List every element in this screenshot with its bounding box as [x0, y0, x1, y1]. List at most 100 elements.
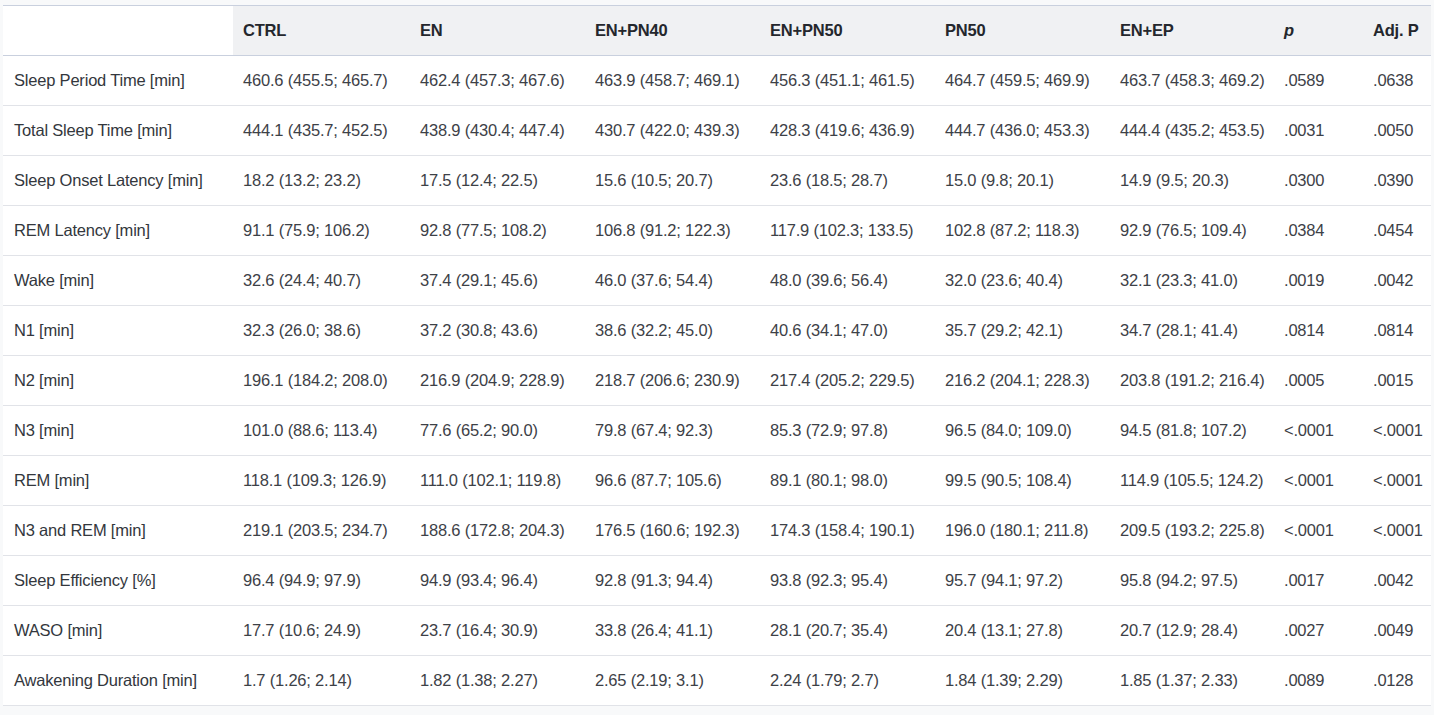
- cell-value-pn50: 102.8 (87.2; 118.3): [935, 206, 1110, 256]
- adj-p-value: .0015: [1363, 356, 1431, 406]
- cell-value-en-pn50: 48.0 (39.6; 56.4): [760, 256, 935, 306]
- cell-value-pn50: 96.5 (84.0; 109.0): [935, 406, 1110, 456]
- cell-value-en-pn40: 106.8 (91.2; 122.3): [585, 206, 760, 256]
- p-value: .0300: [1274, 156, 1363, 206]
- cell-value-en: 94.9 (93.4; 96.4): [410, 556, 585, 606]
- table-row: Wake [min]32.6 (24.4; 40.7)37.4 (29.1; 4…: [3, 256, 1431, 306]
- cell-value-en-ep: 14.9 (9.5; 20.3): [1110, 156, 1274, 206]
- p-value: .0027: [1274, 606, 1363, 656]
- cell-value-en-ep: 444.4 (435.2; 453.5): [1110, 106, 1274, 156]
- row-label: Total Sleep Time [min]: [3, 106, 233, 156]
- table-row: N1 [min]32.3 (26.0; 38.6)37.2 (30.8; 43.…: [3, 306, 1431, 356]
- column-header-en-pn50: EN+PN50: [760, 6, 935, 56]
- p-value: .0031: [1274, 106, 1363, 156]
- adj-p-value: .0128: [1363, 656, 1431, 706]
- cell-value-en: 37.2 (30.8; 43.6): [410, 306, 585, 356]
- adj-p-value: <.0001: [1363, 456, 1431, 506]
- adj-p-value: .0049: [1363, 606, 1431, 656]
- cell-value-en: 216.9 (204.9; 228.9): [410, 356, 585, 406]
- cell-value-en: 462.4 (457.3; 467.6): [410, 56, 585, 106]
- cell-value-en-pn50: 89.1 (80.1; 98.0): [760, 456, 935, 506]
- cell-value-en-ep: 463.7 (458.3; 469.2): [1110, 56, 1274, 106]
- column-header-en: EN: [410, 6, 585, 56]
- cell-value-ctrl: 1.7 (1.26; 2.14): [233, 656, 410, 706]
- cell-value-en-ep: 92.9 (76.5; 109.4): [1110, 206, 1274, 256]
- cell-value-ctrl: 196.1 (184.2; 208.0): [233, 356, 410, 406]
- row-label: Awakening Duration [min]: [3, 656, 233, 706]
- cell-value-en-pn50: 28.1 (20.7; 35.4): [760, 606, 935, 656]
- cell-value-en-pn40: 2.65 (2.19; 3.1): [585, 656, 760, 706]
- table-row: N2 [min]196.1 (184.2; 208.0)216.9 (204.9…: [3, 356, 1431, 406]
- header-row: CTRLENEN+PN40EN+PN50PN50EN+EPpAdj. P: [3, 6, 1431, 56]
- table-body: Sleep Period Time [min]460.6 (455.5; 465…: [3, 56, 1431, 706]
- cell-value-en-pn40: 218.7 (206.6; 230.9): [585, 356, 760, 406]
- sleep-metrics-table: CTRLENEN+PN40EN+PN50PN50EN+EPpAdj. P Sle…: [3, 5, 1431, 706]
- p-value: .0814: [1274, 306, 1363, 356]
- cell-value-pn50: 99.5 (90.5; 108.4): [935, 456, 1110, 506]
- cell-value-pn50: 216.2 (204.1; 228.3): [935, 356, 1110, 406]
- cell-value-en-pn40: 176.5 (160.6; 192.3): [585, 506, 760, 556]
- sleep-metrics-table-container: CTRLENEN+PN40EN+PN50PN50EN+EPpAdj. P Sle…: [3, 5, 1431, 706]
- adj-p-value: .0042: [1363, 556, 1431, 606]
- cell-value-ctrl: 101.0 (88.6; 113.4): [233, 406, 410, 456]
- p-value: <.0001: [1274, 406, 1363, 456]
- row-label: N1 [min]: [3, 306, 233, 356]
- row-label: N3 and REM [min]: [3, 506, 233, 556]
- row-label: N3 [min]: [3, 406, 233, 456]
- p-value: .0384: [1274, 206, 1363, 256]
- cell-value-pn50: 1.84 (1.39; 2.29): [935, 656, 1110, 706]
- cell-value-en: 1.82 (1.38; 2.27): [410, 656, 585, 706]
- cell-value-pn50: 444.7 (436.0; 453.3): [935, 106, 1110, 156]
- table-row: N3 [min]101.0 (88.6; 113.4)77.6 (65.2; 9…: [3, 406, 1431, 456]
- cell-value-en-pn40: 33.8 (26.4; 41.1): [585, 606, 760, 656]
- cell-value-en-ep: 34.7 (28.1; 41.4): [1110, 306, 1274, 356]
- column-header-ctrl: CTRL: [233, 6, 410, 56]
- cell-value-ctrl: 17.7 (10.6; 24.9): [233, 606, 410, 656]
- cell-value-en: 17.5 (12.4; 22.5): [410, 156, 585, 206]
- p-value: .0017: [1274, 556, 1363, 606]
- cell-value-ctrl: 91.1 (75.9; 106.2): [233, 206, 410, 256]
- row-label: Sleep Period Time [min]: [3, 56, 233, 106]
- row-label: N2 [min]: [3, 356, 233, 406]
- cell-value-ctrl: 219.1 (203.5; 234.7): [233, 506, 410, 556]
- cell-value-ctrl: 32.3 (26.0; 38.6): [233, 306, 410, 356]
- cell-value-en-ep: 203.8 (191.2; 216.4): [1110, 356, 1274, 406]
- cell-value-en: 77.6 (65.2; 90.0): [410, 406, 585, 456]
- cell-value-en: 92.8 (77.5; 108.2): [410, 206, 585, 256]
- table-row: Sleep Efficiency [%]96.4 (94.9; 97.9)94.…: [3, 556, 1431, 606]
- p-value: <.0001: [1274, 456, 1363, 506]
- column-header-p: p: [1274, 6, 1363, 56]
- cell-value-en-pn50: 456.3 (451.1; 461.5): [760, 56, 935, 106]
- p-value: .0589: [1274, 56, 1363, 106]
- cell-value-en-pn50: 40.6 (34.1; 47.0): [760, 306, 935, 356]
- cell-value-en-pn50: 428.3 (419.6; 436.9): [760, 106, 935, 156]
- cell-value-ctrl: 444.1 (435.7; 452.5): [233, 106, 410, 156]
- cell-value-en-ep: 95.8 (94.2; 97.5): [1110, 556, 1274, 606]
- cell-value-ctrl: 18.2 (13.2; 23.2): [233, 156, 410, 206]
- row-label: Wake [min]: [3, 256, 233, 306]
- row-label: Sleep Onset Latency [min]: [3, 156, 233, 206]
- cell-value-en: 188.6 (172.8; 204.3): [410, 506, 585, 556]
- cell-value-ctrl: 32.6 (24.4; 40.7): [233, 256, 410, 306]
- cell-value-en-pn40: 92.8 (91.3; 94.4): [585, 556, 760, 606]
- adj-p-value: .0042: [1363, 256, 1431, 306]
- cell-value-ctrl: 118.1 (109.3; 126.9): [233, 456, 410, 506]
- p-value: .0019: [1274, 256, 1363, 306]
- table-row: Total Sleep Time [min]444.1 (435.7; 452.…: [3, 106, 1431, 156]
- table-row: Sleep Period Time [min]460.6 (455.5; 465…: [3, 56, 1431, 106]
- page: CTRLENEN+PN40EN+PN50PN50EN+EPpAdj. P Sle…: [0, 0, 1434, 715]
- cell-value-en-ep: 1.85 (1.37; 2.33): [1110, 656, 1274, 706]
- cell-value-en: 23.7 (16.4; 30.9): [410, 606, 585, 656]
- cell-value-pn50: 35.7 (29.2; 42.1): [935, 306, 1110, 356]
- cell-value-pn50: 15.0 (9.8; 20.1): [935, 156, 1110, 206]
- table-row: REM Latency [min]91.1 (75.9; 106.2)92.8 …: [3, 206, 1431, 256]
- adj-p-value: .0454: [1363, 206, 1431, 256]
- row-label: REM Latency [min]: [3, 206, 233, 256]
- cell-value-en: 37.4 (29.1; 45.6): [410, 256, 585, 306]
- column-header-pn50: PN50: [935, 6, 1110, 56]
- table-row: REM [min]118.1 (109.3; 126.9)111.0 (102.…: [3, 456, 1431, 506]
- cell-value-ctrl: 96.4 (94.9; 97.9): [233, 556, 410, 606]
- cell-value-en-pn50: 23.6 (18.5; 28.7): [760, 156, 935, 206]
- cell-value-en-pn40: 46.0 (37.6; 54.4): [585, 256, 760, 306]
- cell-value-en-pn50: 117.9 (102.3; 133.5): [760, 206, 935, 256]
